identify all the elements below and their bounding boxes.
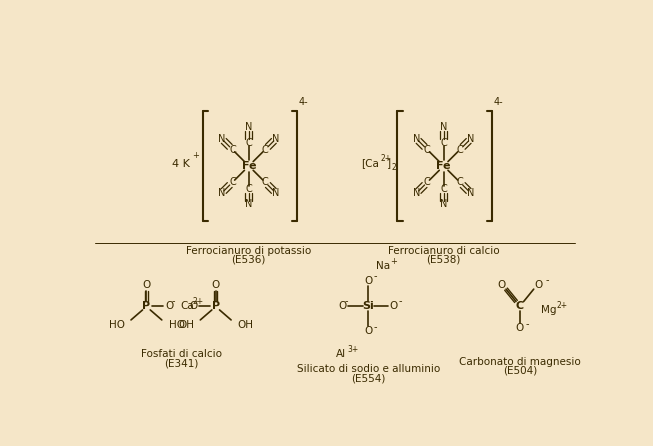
Text: C: C bbox=[229, 177, 236, 187]
Text: O: O bbox=[339, 301, 347, 311]
Text: N: N bbox=[440, 199, 447, 210]
Text: -: - bbox=[545, 275, 549, 285]
Text: P: P bbox=[212, 301, 220, 311]
Text: O: O bbox=[497, 280, 505, 289]
Text: N: N bbox=[440, 123, 447, 132]
Text: 2+: 2+ bbox=[193, 297, 204, 306]
Text: -: - bbox=[399, 297, 402, 306]
Text: Fosfati di calcio: Fosfati di calcio bbox=[140, 349, 221, 359]
Text: C: C bbox=[246, 138, 252, 148]
Text: N: N bbox=[413, 188, 420, 198]
Text: C: C bbox=[262, 145, 268, 155]
Text: -: - bbox=[374, 271, 377, 281]
Text: P: P bbox=[142, 301, 150, 311]
Text: C: C bbox=[440, 138, 447, 148]
Text: O: O bbox=[534, 280, 543, 289]
Text: O: O bbox=[142, 280, 151, 290]
Text: N: N bbox=[245, 123, 253, 132]
Text: Ca: Ca bbox=[180, 301, 194, 311]
Text: (E554): (E554) bbox=[351, 373, 385, 384]
Text: -: - bbox=[345, 297, 348, 306]
Text: 2+: 2+ bbox=[381, 154, 392, 163]
Text: O: O bbox=[165, 301, 173, 311]
Text: 2+: 2+ bbox=[556, 301, 567, 310]
Text: -: - bbox=[172, 297, 175, 306]
Text: 4-: 4- bbox=[494, 97, 503, 107]
Text: Si: Si bbox=[362, 301, 374, 311]
Text: O: O bbox=[212, 280, 220, 290]
Text: C: C bbox=[246, 184, 252, 194]
Text: O: O bbox=[516, 323, 524, 334]
Text: Silicato di sodio e alluminio: Silicato di sodio e alluminio bbox=[296, 364, 439, 374]
Text: C: C bbox=[440, 184, 447, 194]
Text: Carbonato di magnesio: Carbonato di magnesio bbox=[459, 356, 581, 367]
Text: O: O bbox=[389, 301, 398, 311]
Text: +: + bbox=[193, 151, 199, 160]
Text: 4 K: 4 K bbox=[172, 159, 190, 169]
Text: N: N bbox=[467, 188, 475, 198]
Text: Mg: Mg bbox=[541, 305, 557, 315]
Text: [Ca: [Ca bbox=[361, 158, 379, 168]
Text: C: C bbox=[456, 145, 464, 155]
Text: +: + bbox=[390, 257, 396, 266]
Text: ]: ] bbox=[387, 158, 392, 168]
Text: OH: OH bbox=[237, 320, 253, 330]
Text: Ferrocianuro di calcio: Ferrocianuro di calcio bbox=[388, 246, 500, 256]
Text: N: N bbox=[245, 199, 253, 210]
Text: -: - bbox=[194, 297, 197, 306]
Text: (E504): (E504) bbox=[503, 366, 537, 376]
Text: N: N bbox=[467, 134, 475, 144]
Text: (E536): (E536) bbox=[232, 255, 266, 265]
Text: N: N bbox=[413, 134, 420, 144]
Text: N: N bbox=[218, 188, 225, 198]
Text: N: N bbox=[272, 134, 279, 144]
Text: HO: HO bbox=[109, 320, 125, 330]
Text: -: - bbox=[374, 322, 377, 332]
Text: (E341): (E341) bbox=[164, 358, 199, 368]
Text: O: O bbox=[364, 326, 372, 336]
Text: O: O bbox=[364, 276, 372, 286]
Text: OH: OH bbox=[178, 320, 194, 330]
Text: C: C bbox=[516, 301, 524, 311]
Text: C: C bbox=[424, 145, 431, 155]
Text: C: C bbox=[456, 177, 464, 187]
Text: 4-: 4- bbox=[299, 97, 308, 107]
Text: N: N bbox=[218, 134, 225, 144]
Text: C: C bbox=[229, 145, 236, 155]
Text: 3+: 3+ bbox=[348, 345, 359, 354]
Text: -: - bbox=[526, 319, 530, 329]
Text: Fe: Fe bbox=[436, 161, 451, 171]
Text: C: C bbox=[262, 177, 268, 187]
Text: N: N bbox=[272, 188, 279, 198]
Text: O: O bbox=[189, 301, 197, 311]
Text: Fe: Fe bbox=[242, 161, 256, 171]
Text: Al: Al bbox=[336, 349, 346, 359]
Text: Na: Na bbox=[376, 261, 390, 271]
Text: C: C bbox=[424, 177, 431, 187]
Text: HO: HO bbox=[170, 320, 185, 330]
Text: (E538): (E538) bbox=[426, 255, 461, 265]
Text: Ferrocianuro di potassio: Ferrocianuro di potassio bbox=[186, 246, 311, 256]
Text: 2: 2 bbox=[391, 163, 396, 172]
